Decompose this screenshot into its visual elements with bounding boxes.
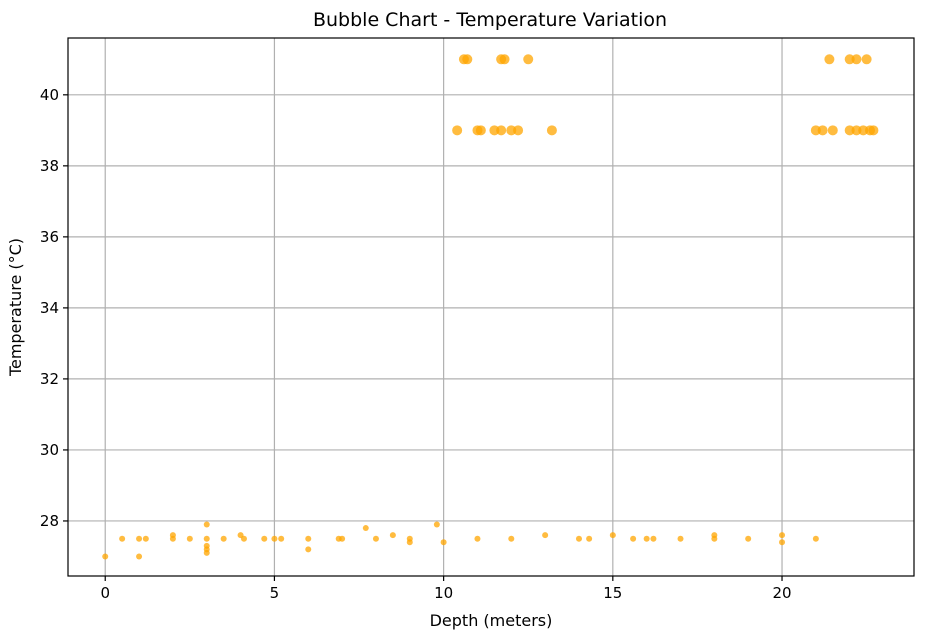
data-point <box>362 525 369 532</box>
data-point <box>513 125 524 136</box>
data-point <box>278 535 285 542</box>
data-point <box>240 535 247 542</box>
x-tick-label: 15 <box>603 584 622 602</box>
data-point <box>372 535 379 542</box>
data-point <box>261 535 268 542</box>
data-point <box>677 535 684 542</box>
data-point <box>220 535 227 542</box>
data-point <box>499 54 510 65</box>
data-point <box>433 521 440 528</box>
data-point <box>630 535 637 542</box>
data-point <box>546 125 557 136</box>
data-point <box>851 54 862 65</box>
data-point <box>136 535 143 542</box>
data-point <box>586 535 593 542</box>
data-point <box>389 532 396 539</box>
y-tick-label: 40 <box>40 86 59 104</box>
data-points <box>102 54 879 560</box>
data-point <box>824 54 835 65</box>
data-point <box>339 535 346 542</box>
x-tick-label: 0 <box>100 584 110 602</box>
x-tick-label: 10 <box>434 584 453 602</box>
data-point <box>462 54 473 65</box>
y-axis-label: Temperature (°C) <box>6 238 25 377</box>
data-point <box>271 535 278 542</box>
data-point <box>142 535 149 542</box>
data-point <box>609 532 616 539</box>
data-point <box>440 539 447 546</box>
data-point <box>119 535 126 542</box>
data-point <box>475 125 486 136</box>
y-tick-label: 38 <box>40 157 59 175</box>
data-point <box>861 54 872 65</box>
data-point <box>305 546 312 553</box>
data-point <box>523 54 534 65</box>
data-point <box>711 535 718 542</box>
data-point <box>496 125 507 136</box>
data-point <box>745 535 752 542</box>
chart-title: Bubble Chart - Temperature Variation <box>313 9 667 31</box>
data-point <box>779 539 786 546</box>
plot-frame <box>67 37 915 577</box>
y-tick-label: 32 <box>40 370 59 388</box>
data-point <box>452 125 463 136</box>
data-point <box>305 535 312 542</box>
data-point <box>827 125 838 136</box>
data-point <box>136 553 143 560</box>
y-tick-label: 28 <box>40 512 59 530</box>
data-point <box>203 549 210 556</box>
data-point <box>779 532 786 539</box>
data-point <box>102 553 109 560</box>
data-point <box>203 535 210 542</box>
x-tick-label: 5 <box>270 584 280 602</box>
data-point <box>575 535 582 542</box>
data-point <box>186 535 193 542</box>
y-tick-label: 36 <box>40 228 59 246</box>
data-point <box>643 535 650 542</box>
data-point <box>812 535 819 542</box>
data-point <box>474 535 481 542</box>
x-axis-label: Depth (meters) <box>430 611 553 630</box>
y-tick-label: 34 <box>40 299 59 317</box>
data-point <box>203 521 210 528</box>
data-point <box>868 125 879 136</box>
y-tick-label: 30 <box>40 441 59 459</box>
data-point <box>542 532 549 539</box>
data-point <box>406 539 413 546</box>
grid-lines <box>68 38 914 576</box>
data-point <box>169 535 176 542</box>
data-point <box>817 125 828 136</box>
data-point <box>508 535 515 542</box>
data-point <box>650 535 657 542</box>
x-tick-label: 20 <box>772 584 791 602</box>
axis-ticks: 0 5 10 15 20 28 30 32 34 36 38 40 <box>40 86 792 602</box>
